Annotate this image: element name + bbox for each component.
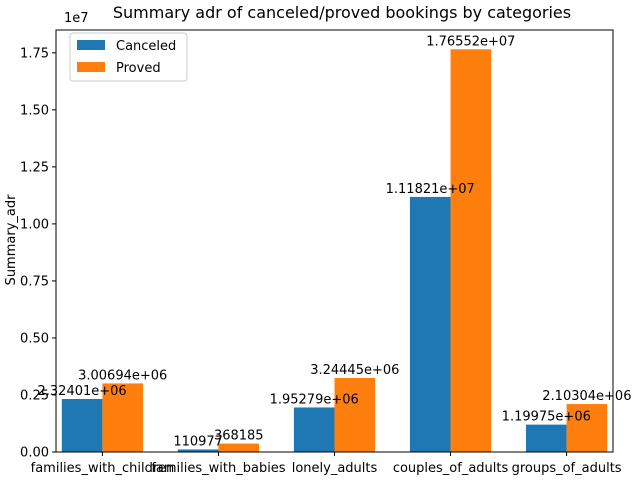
y-tick-label: 1.75 — [20, 46, 49, 61]
bar-canceled-couples_of_adults — [409, 196, 451, 452]
bar-proved-couples_of_adults — [450, 49, 492, 453]
x-tick-label: couples_of_adults — [393, 461, 509, 476]
x-tick-label: families_with_children — [31, 461, 175, 476]
x-tick-label: lonely_adults — [292, 461, 378, 476]
y-tick-label: 0.00 — [20, 446, 49, 461]
y-axis-offset-label: 1e7 — [64, 11, 89, 26]
data-label-proved-groups_of_adults: 2.10304e+06 — [542, 389, 631, 404]
y-axis-label: Summary_adr — [4, 194, 19, 286]
x-axis: families_with_childrenfamilies_with_babi… — [31, 452, 622, 476]
data-label-proved-families_with_babies: 368185 — [214, 429, 264, 444]
data-label-proved-lonely_adults: 3.24445e+06 — [310, 363, 399, 378]
bars-layer — [61, 49, 608, 453]
data-label-proved-couples_of_adults: 1.76552e+07 — [426, 34, 515, 49]
y-tick-label: 0.75 — [20, 274, 49, 289]
x-tick-label: families_with_babies — [151, 461, 285, 476]
data-label-canceled-families_with_babies: 110977 — [173, 434, 223, 449]
bar-proved-groups_of_adults — [566, 404, 608, 452]
data-label-canceled-couples_of_adults: 1.11821e+07 — [386, 182, 475, 197]
data-label-canceled-families_with_children: 2.32401e+06 — [38, 384, 127, 399]
bar-labels-layer: 2.32401e+06 110977 1.95279e+06 1.11821e+07 1… — [38, 34, 632, 449]
y-tick-label: 1.50 — [20, 103, 49, 118]
data-label-canceled-groups_of_adults: 1.19975e+06 — [502, 410, 591, 425]
bar-proved-families_with_babies — [218, 443, 260, 452]
y-tick-label: 1.00 — [20, 217, 49, 232]
y-tick-label: 0.25 — [20, 388, 49, 403]
data-label-canceled-lonely_adults: 1.95279e+06 — [270, 392, 359, 407]
bar-proved-families_with_children — [102, 383, 144, 452]
legend: Canceled Proved — [69, 32, 188, 82]
bar-canceled-lonely_adults — [293, 407, 335, 452]
bar-canceled-families_with_babies — [177, 449, 219, 452]
legend-swatch-canceled — [77, 40, 105, 50]
plot-frame — [55, 29, 614, 453]
bar-proved-lonely_adults — [334, 377, 376, 452]
y-axis: 0.00 0.25 0.50 0.75 1.00 1.25 1.50 1.75 — [20, 46, 56, 461]
chart-title: Summary adr of canceled/proved bookings … — [113, 3, 571, 22]
x-tick-label: groups_of_adults — [512, 461, 622, 476]
y-tick-label: 1.25 — [20, 160, 49, 175]
y-tick-label: 0.50 — [20, 331, 49, 346]
legend-label-proved: Proved — [116, 61, 161, 76]
bar-canceled-families_with_children — [61, 398, 103, 452]
data-label-proved-families_with_children: 3.00694e+06 — [78, 368, 167, 383]
bar-canceled-groups_of_adults — [525, 424, 567, 452]
legend-label-canceled: Canceled — [116, 39, 176, 54]
legend-swatch-proved — [77, 62, 105, 72]
